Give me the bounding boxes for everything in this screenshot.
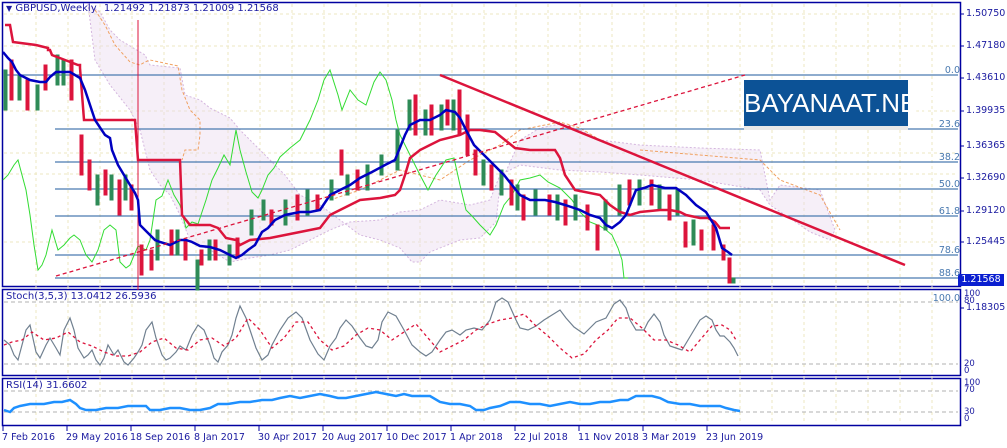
tenkan-sen-line [2,51,733,260]
time-tick: 10 Dec 2017 [386,432,447,443]
fib-label: 100.0 [932,293,960,304]
price-tick: 1.32690 [966,172,1006,183]
time-tick: 30 Apr 2017 [258,432,317,443]
time-tick: 11 Nov 2018 [578,432,639,443]
current-price-tag: 1.21568 [958,274,1004,286]
time-tick: 8 Jan 2017 [194,432,245,443]
symbol-timeframe: GBPUSD,Weekly [15,3,97,14]
price-tick: 1.25445 [966,236,1006,247]
rsi-label: RSI(14) 31.6602 [6,380,88,391]
watermark-shadow [744,126,908,130]
price-tick: 1.43610 [966,72,1006,83]
fib-label: 38.2 [938,152,960,163]
fib-label: 61.8 [938,206,960,217]
time-tick: 23 Jun 2019 [706,432,764,443]
time-tick: 20 Aug 2017 [322,432,383,443]
fib-label: 78.6 [938,245,960,256]
rsi-level: 0 [964,414,970,424]
kijun-sen-line [5,23,730,247]
chart-header: ▼ GBPUSD,Weekly 1.21492 1.21873 1.21009 … [6,3,279,14]
price-tick: 1.47180 [966,40,1006,51]
price-tick: 1.50750 [966,8,1006,19]
pane-borders [1,1,962,427]
price-tick: 1.39935 [966,105,1006,116]
time-tick: 7 Feb 2016 [2,432,56,443]
stoch-signal-line [3,313,737,359]
stoch-main-line [3,297,739,367]
time-axis-ticks [2,426,708,431]
time-tick: 3 Mar 2019 [642,432,697,443]
descending-trendline[interactable] [439,73,906,267]
time-tick: 22 Jul 2018 [514,432,568,443]
price-tick: 1.36365 [966,140,1006,151]
ichimoku-cloud [87,2,841,263]
time-tick: 29 May 2016 [66,432,128,443]
ohlc-values: 1.21492 1.21873 1.21009 1.21568 [103,3,279,14]
stoch-level: 0 [964,366,970,376]
stoch-pane [3,297,958,367]
stoch-label: Stoch(3,5,3) 13.0412 26.5936 [6,291,157,302]
triangle-down-icon[interactable]: ▼ [6,4,13,13]
chikou-span-line [2,68,628,279]
price-tick: 1.29120 [966,205,1006,216]
rsi-level: 100 [964,378,981,388]
fib-label: 88.6 [938,268,960,279]
fib-label: 23.6 [938,119,960,130]
stoch-level: 20 [964,359,975,369]
time-tick: 1 Apr 2018 [450,432,503,443]
rsi-level: 30 [964,407,975,417]
price-axis-ticks [960,13,964,309]
watermark-logo: BAYANAAT.NET [744,80,933,126]
rsi-pane [3,390,958,414]
ascending-trendline[interactable] [55,74,746,277]
time-tick: 18 Sep 2016 [130,432,191,443]
rsi-line [3,390,741,414]
stoch-level: 100 [964,289,981,299]
fib-label: 0.0 [944,65,960,76]
stoch-level: 80 [964,296,975,306]
price-tick: 1.18305 [966,302,1006,313]
fib-label: 50.0 [938,179,960,190]
rsi-level: 70 [964,385,975,395]
